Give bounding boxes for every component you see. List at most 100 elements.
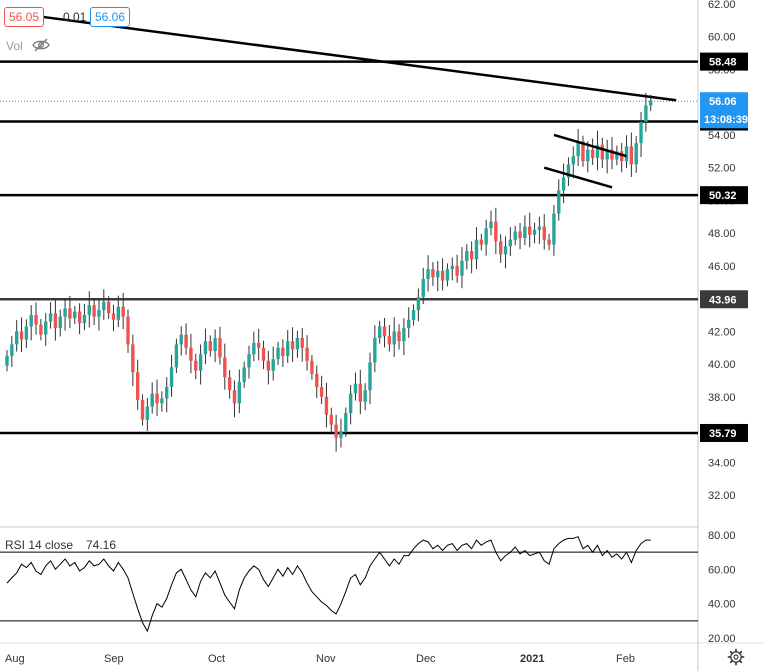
candle-body [469, 251, 474, 260]
candle-body [503, 246, 508, 255]
candle-body [557, 190, 561, 214]
candle-body [479, 239, 484, 245]
rsi-value: 74.16 [86, 538, 117, 552]
candle-body [213, 337, 217, 351]
candle-body [421, 278, 425, 297]
price-tick-label: 38.00 [708, 392, 736, 404]
candle-body [87, 305, 91, 315]
gear-icon[interactable] [727, 648, 745, 666]
candle-body [368, 362, 372, 391]
volume-label[interactable]: Vol [6, 39, 23, 53]
candle-body [387, 336, 392, 345]
candle-body [450, 265, 454, 270]
candle-body [329, 414, 333, 425]
price-tick-label: 34.00 [708, 457, 736, 469]
candle-body [208, 341, 212, 351]
time-axis[interactable]: Aug Sep Oct Nov Dec 2021 Feb [5, 653, 635, 665]
level-tag-text: 50.32 [709, 190, 737, 202]
candle-body [242, 367, 246, 383]
candle-body [339, 431, 343, 438]
trendline-drawings[interactable] [6, 10, 677, 189]
candle-body [353, 383, 358, 394]
candle-body [218, 337, 222, 358]
candle-body [489, 221, 493, 229]
candle-body [203, 341, 208, 355]
candle-body [474, 239, 479, 260]
candle-body [581, 141, 585, 162]
candle-body [10, 344, 14, 356]
candle-body [121, 306, 125, 317]
candle-body [484, 228, 488, 245]
last-price-tag-text: 56.06 [709, 96, 737, 108]
candle-body [169, 367, 174, 387]
candle-body [5, 355, 9, 366]
candle-body [305, 347, 309, 361]
candle-body [465, 251, 469, 261]
candle-body [290, 341, 295, 350]
candle-body [29, 314, 33, 327]
price-tick-label: 54.00 [708, 130, 736, 142]
candle-body [571, 156, 575, 165]
candle-body [281, 347, 285, 356]
eye-crossed-icon[interactable] [32, 38, 50, 52]
flag-channel-line[interactable] [553, 133, 627, 158]
candle-body [266, 360, 271, 371]
candle-body [595, 144, 600, 158]
candle-body [53, 313, 58, 329]
candle-body [131, 344, 135, 373]
candle-body [73, 311, 77, 319]
time-axis-label: Nov [316, 653, 336, 665]
candle-body [639, 121, 643, 144]
level-tag-text: 43.96 [709, 294, 737, 306]
candle-body [407, 319, 411, 329]
candle-body [97, 310, 101, 317]
candle-body [271, 359, 275, 371]
rsi-title[interactable]: RSI 14 close [5, 538, 74, 552]
horizontal-levels[interactable] [0, 60, 698, 435]
candle-body [295, 337, 300, 350]
candle-body [528, 226, 532, 235]
rsi-tick-label: 40.00 [708, 599, 736, 611]
candle-body [19, 331, 24, 340]
candle-body [14, 331, 19, 345]
candle-body [184, 334, 188, 348]
candle-body [145, 406, 150, 420]
rsi-axis[interactable]: 80.00 60.00 40.00 20.00 [708, 530, 736, 645]
candle-body [615, 151, 619, 160]
candle-body [126, 316, 130, 345]
candle-body [426, 269, 430, 279]
price-tick-label: 52.00 [708, 163, 736, 175]
candle-body [286, 341, 290, 356]
price-tick-label: 42.00 [708, 326, 736, 338]
candle-body [300, 337, 304, 348]
candle-body [252, 342, 256, 355]
time-axis-label: Sep [104, 653, 124, 665]
flag-channel-line[interactable] [543, 166, 613, 189]
candle-body [77, 311, 82, 324]
time-axis-label: Oct [208, 653, 225, 665]
level-tag-text: 58.48 [709, 57, 737, 69]
time-axis-label: 2021 [520, 653, 544, 665]
candle-body [382, 326, 387, 337]
candle-body [92, 305, 96, 317]
level-tag [700, 423, 748, 442]
candle-body [440, 270, 445, 281]
candle-body [600, 144, 605, 160]
candle-body [58, 316, 62, 329]
candle-body [402, 328, 406, 342]
price-tick-label: 60.00 [708, 32, 736, 44]
candle-body [106, 301, 111, 314]
candle-body [455, 265, 459, 276]
candle-body [348, 393, 353, 414]
candle-body [155, 393, 159, 404]
candle-body [624, 146, 629, 162]
price-tick-label: 32.00 [708, 490, 736, 502]
candle-body [552, 213, 556, 245]
candle-body [237, 382, 242, 404]
candle-body [634, 143, 638, 165]
price-change-box: 56.05 [4, 7, 45, 27]
candle-body [610, 149, 614, 160]
candle-body [629, 146, 634, 165]
time-axis-label: Aug [5, 653, 25, 665]
